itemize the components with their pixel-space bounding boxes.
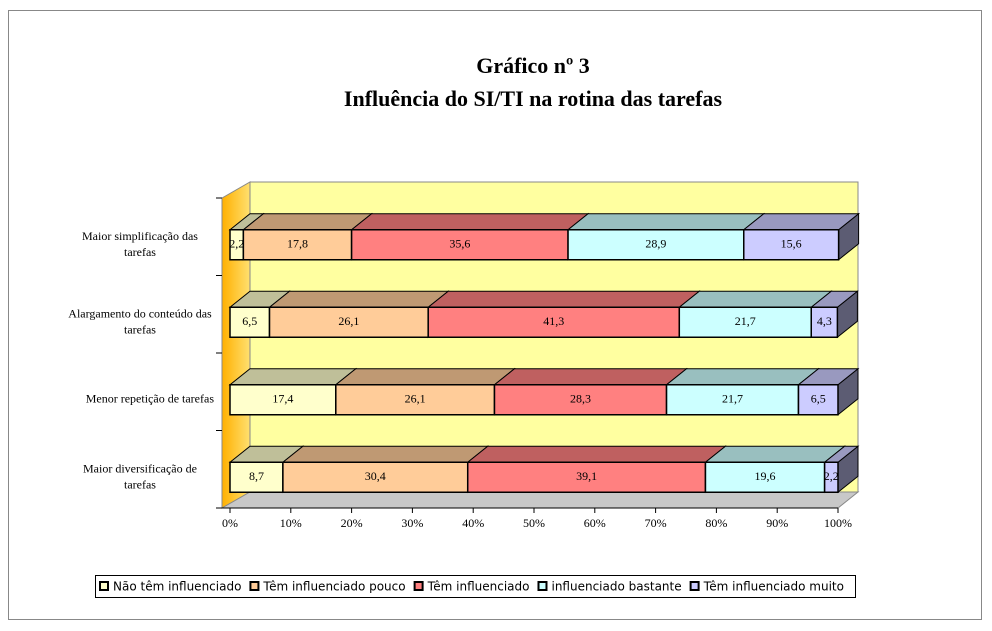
legend-swatch <box>413 581 424 591</box>
bar-top <box>677 290 833 308</box>
legend-swatch <box>99 581 109 591</box>
data-label: 19,6 <box>755 469 776 483</box>
legend-label: Não têm influenciado <box>113 580 241 594</box>
data-label: 30,4 <box>365 469 386 483</box>
data-label: 26,1 <box>338 314 359 328</box>
x-tick-label: 90% <box>766 516 788 530</box>
data-label: 6,5 <box>811 392 826 406</box>
bar <box>242 229 353 261</box>
data-label: 2,2 <box>229 237 244 251</box>
bar <box>567 229 745 261</box>
legend-swatch <box>689 581 700 591</box>
data-label: 21,7 <box>735 314 756 328</box>
bar <box>335 384 496 416</box>
bar <box>704 461 826 493</box>
bar <box>823 461 839 493</box>
data-label: 39,1 <box>576 469 597 483</box>
bar-top <box>742 213 861 231</box>
data-label: 35,6 <box>449 237 470 251</box>
bar-top <box>426 290 701 308</box>
legend-box <box>95 575 856 598</box>
bar <box>810 306 839 338</box>
y-tick-label: Maior simplificação das tarefas <box>82 229 198 259</box>
x-tick-label: 80% <box>705 516 727 530</box>
data-label: 17,4 <box>272 392 293 406</box>
x-tick-label: 70% <box>645 516 667 530</box>
y-tick-label: Menor repetição de tarefas <box>86 392 215 406</box>
x-tick-label: 60% <box>584 516 606 530</box>
bar <box>743 229 840 261</box>
chart-subtitle: Influência do SI/TI na rotina das tarefa… <box>344 86 723 111</box>
bar <box>466 461 707 493</box>
bar-top <box>665 368 820 386</box>
data-label: 28,9 <box>645 237 666 251</box>
legend-label: influenciado bastante <box>551 580 681 594</box>
data-label: 21,7 <box>722 392 743 406</box>
bar <box>229 384 337 416</box>
x-tick-label: 20% <box>341 516 363 530</box>
legend-label: Têm influenciado <box>427 580 530 594</box>
bar <box>493 384 668 416</box>
bar-top <box>493 368 688 386</box>
data-label: 6,5 <box>242 314 257 328</box>
bar-top <box>268 290 450 308</box>
x-tick-label: 10% <box>280 516 302 530</box>
legend: Não têm influenciado Têm influenciado pou… <box>95 575 856 598</box>
data-label: 8,7 <box>249 469 264 483</box>
bar-top <box>228 368 358 386</box>
bar-top <box>334 368 516 386</box>
x-tick-label: 50% <box>523 516 545 530</box>
y-tick-label: Alargamento do conteúdo das tarefas <box>68 306 212 336</box>
bar <box>229 306 271 338</box>
floor <box>220 491 860 509</box>
legend-swatch <box>537 581 548 591</box>
data-label: 17,8 <box>287 237 308 251</box>
bar-top <box>704 445 847 463</box>
bar <box>797 384 839 416</box>
x-tick-label: 30% <box>401 516 423 530</box>
x-tick-label: 100% <box>824 516 852 530</box>
bar-top <box>281 445 490 463</box>
plot-area: 0% 10% 20% 30% 40% 50% 60% 70% 80% 90% 100% Maior s… <box>68 181 861 530</box>
data-label: 4,3 <box>817 314 832 328</box>
data-label: 2,2 <box>824 469 839 483</box>
x-tick-label: 40% <box>462 516 484 530</box>
data-label: 28,3 <box>570 392 591 406</box>
bar <box>678 306 812 338</box>
legend-swatch <box>249 581 260 591</box>
x-tick-label: 0% <box>222 516 238 530</box>
data-label: 26,1 <box>405 392 426 406</box>
legend-label: Têm influenciado muito <box>703 580 844 594</box>
data-label: 15,6 <box>781 237 802 251</box>
chart-title: Gráfico nº 3 <box>476 53 590 78</box>
bar <box>350 229 569 261</box>
legend-label: Têm influenciado pouco <box>262 580 405 594</box>
bar-top <box>241 213 374 231</box>
bar-top <box>466 445 727 463</box>
bar-top <box>350 213 590 231</box>
bar-top <box>566 213 766 231</box>
data-label: 41,3 <box>543 314 564 328</box>
bar <box>268 306 429 338</box>
y-tick-label: Maior diversificação de tarefas <box>83 461 197 491</box>
